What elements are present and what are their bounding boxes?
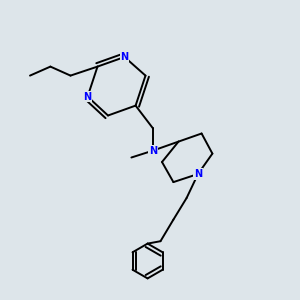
Text: N: N: [120, 52, 129, 62]
Text: N: N: [194, 169, 202, 179]
Text: N: N: [149, 146, 157, 156]
Text: N: N: [83, 92, 92, 102]
